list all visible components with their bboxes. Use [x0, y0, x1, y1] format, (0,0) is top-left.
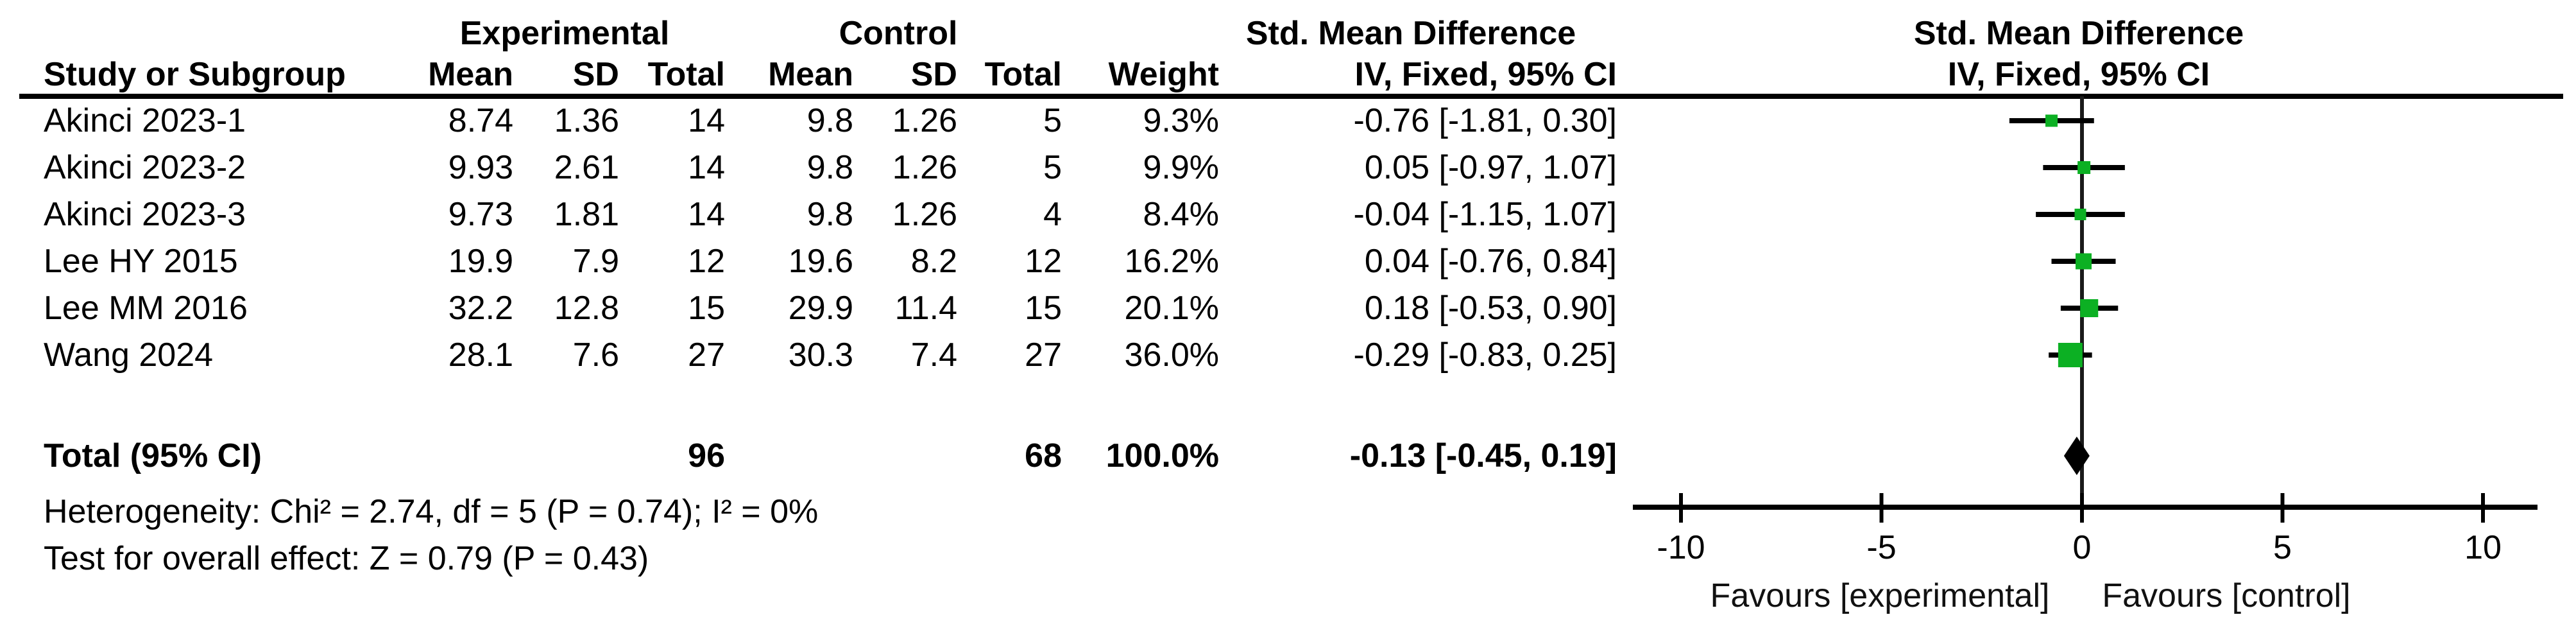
ctrl-mean-value: 9.8 [806, 102, 853, 139]
exp-sd-value: 2.61 [554, 149, 619, 186]
study-name: Wang 2024 [44, 336, 214, 374]
total-ctrl-column-header: Total [984, 56, 1062, 93]
sd-exp-column-header: SD [572, 56, 619, 93]
ctrl-sd-value: 7.4 [910, 336, 957, 374]
exp-total-value: 14 [688, 102, 725, 139]
axis-tick-label: 0 [2072, 529, 2092, 566]
ctrl-sd-value: 1.26 [892, 196, 957, 233]
total-label: Total (95% CI) [44, 437, 262, 474]
total-effect-ci: -0.13 [-0.45, 0.19] [1349, 437, 1617, 474]
exp-sd-value: 7.9 [572, 243, 619, 280]
exp-mean-value: 9.73 [448, 196, 513, 233]
total-exp-column-header: Total [647, 56, 725, 93]
summary-diamond [2063, 437, 2090, 475]
axis-tick-label: 5 [2273, 529, 2292, 566]
axis-tick-label: -5 [1866, 529, 1897, 566]
weight-value: 36.0% [1124, 336, 1219, 374]
effect-ci-value: -0.76 [-1.81, 0.30] [1353, 102, 1617, 139]
effect-square [2074, 209, 2086, 220]
control-group-header: Control [839, 15, 958, 52]
weight-value: 9.9% [1143, 149, 1219, 186]
effect-ci-value: -0.04 [-1.15, 1.07] [1353, 196, 1617, 233]
sd-ctrl-column-header: SD [910, 56, 957, 93]
study-name: Akinci 2023-2 [44, 149, 246, 186]
total-ctrl-n: 68 [1025, 437, 1062, 474]
study-name: Akinci 2023-3 [44, 196, 246, 233]
axis-tick-label: 10 [2464, 529, 2502, 566]
exp-mean-value: 19.9 [448, 243, 513, 280]
exp-sd-value: 7.6 [572, 336, 619, 374]
experimental-group-header: Experimental [459, 15, 670, 52]
effect-column-header: Std. Mean Difference [1245, 15, 1576, 52]
ctrl-total-value: 4 [1043, 196, 1062, 233]
weight-value: 8.4% [1143, 196, 1219, 233]
ctrl-mean-value: 9.8 [806, 196, 853, 233]
effect-square [2076, 253, 2092, 270]
favours-control-label: Favours [control] [2102, 577, 2351, 614]
ctrl-sd-value: 1.26 [892, 102, 957, 139]
ctrl-mean-value: 30.3 [788, 336, 853, 374]
exp-sd-value: 1.36 [554, 102, 619, 139]
axis-tick [1679, 493, 1683, 523]
ctrl-mean-value: 29.9 [788, 290, 853, 327]
study-name: Akinci 2023-1 [44, 102, 246, 139]
plot-column-header: Std. Mean Difference [1913, 15, 2244, 52]
weight-column-header: Weight [1108, 56, 1219, 93]
exp-total-value: 15 [688, 290, 725, 327]
exp-total-value: 27 [688, 336, 725, 374]
ctrl-mean-value: 19.6 [788, 243, 853, 280]
total-weight: 100.0% [1105, 437, 1219, 474]
effect-ci-value: 0.18 [-0.53, 0.90] [1364, 290, 1617, 327]
effect-subheader: IV, Fixed, 95% CI [1354, 56, 1617, 93]
exp-mean-value: 9.93 [448, 149, 513, 186]
ctrl-total-value: 5 [1043, 149, 1062, 186]
axis-tick [2080, 493, 2084, 523]
axis-tick [2280, 493, 2285, 523]
ctrl-total-value: 15 [1025, 290, 1062, 327]
ctrl-sd-value: 11.4 [894, 290, 957, 327]
exp-total-value: 14 [688, 149, 725, 186]
effect-square [2058, 343, 2083, 367]
weight-value: 20.1% [1124, 290, 1219, 327]
ctrl-sd-value: 1.26 [892, 149, 957, 186]
exp-sd-value: 12.8 [554, 290, 619, 327]
ctrl-total-value: 27 [1025, 336, 1062, 374]
x-axis-line [1633, 505, 2538, 510]
total-exp-n: 96 [688, 437, 725, 474]
effect-square [2045, 114, 2058, 127]
effect-ci-value: 0.05 [-0.97, 1.07] [1364, 149, 1617, 186]
favours-experimental-label: Favours [experimental] [1710, 577, 2050, 614]
axis-tick [1879, 493, 1884, 523]
effect-ci-value: -0.29 [-0.83, 0.25] [1353, 336, 1617, 374]
effect-square [2080, 299, 2099, 317]
effect-ci-value: 0.04 [-0.76, 0.84] [1364, 243, 1617, 280]
axis-tick-label: -10 [1657, 529, 1705, 566]
exp-total-value: 12 [688, 243, 725, 280]
exp-sd-value: 1.81 [554, 196, 619, 233]
ctrl-mean-value: 9.8 [806, 149, 853, 186]
exp-mean-value: 8.74 [448, 102, 513, 139]
weight-value: 9.3% [1143, 102, 1219, 139]
effect-square [2077, 161, 2091, 174]
ctrl-sd-value: 8.2 [910, 243, 957, 280]
study-column-header: Study or Subgroup [44, 56, 346, 93]
ctrl-total-value: 12 [1025, 243, 1062, 280]
exp-mean-value: 32.2 [448, 290, 513, 327]
study-name: Lee MM 2016 [44, 290, 248, 327]
header-separator-line [19, 94, 2563, 99]
ctrl-total-value: 5 [1043, 102, 1062, 139]
axis-tick [2481, 493, 2485, 523]
plot-subheader: IV, Fixed, 95% CI [1947, 56, 2210, 93]
exp-mean-value: 28.1 [448, 336, 513, 374]
study-name: Lee HY 2015 [44, 243, 238, 280]
exp-total-value: 14 [688, 196, 725, 233]
heterogeneity-stats: Heterogeneity: Chi² = 2.74, df = 5 (P = … [44, 493, 819, 530]
weight-value: 16.2% [1124, 243, 1219, 280]
overall-effect-test: Test for overall effect: Z = 0.79 (P = 0… [44, 540, 649, 577]
mean-ctrl-column-header: Mean [768, 56, 853, 93]
mean-exp-column-header: Mean [428, 56, 513, 93]
